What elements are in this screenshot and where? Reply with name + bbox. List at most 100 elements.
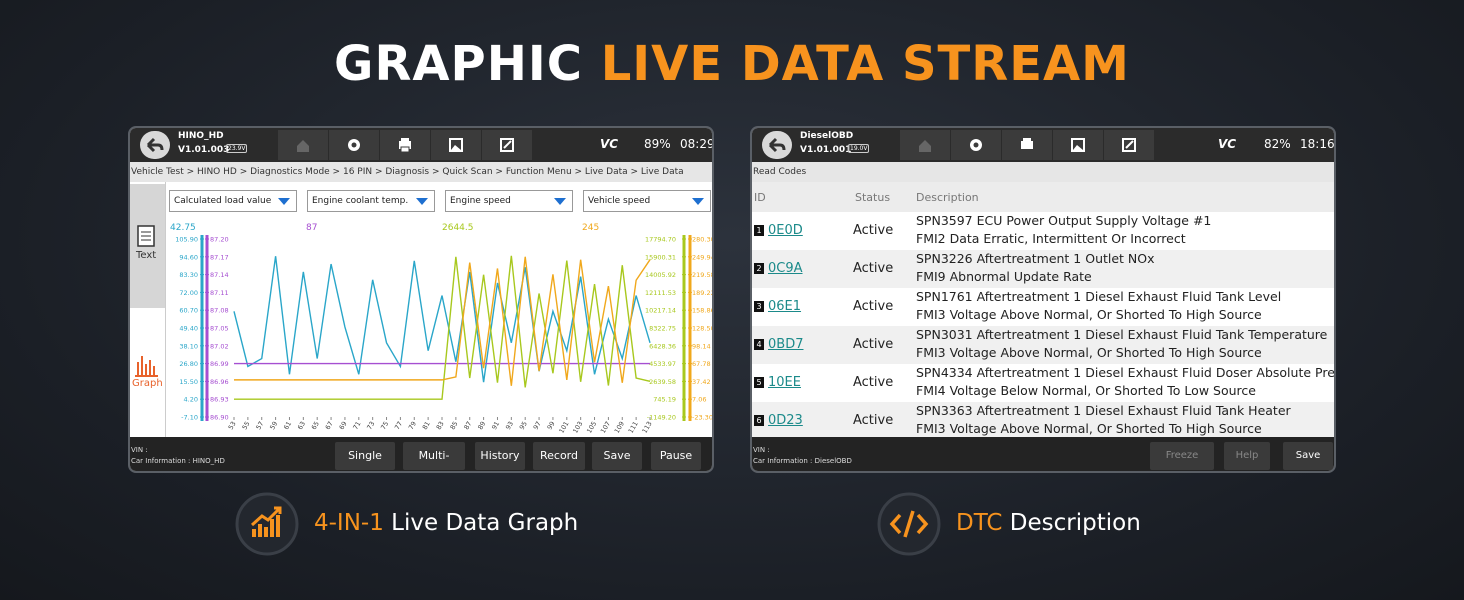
y-tick-label: 26.80 xyxy=(179,360,198,368)
dtc-row: 6 0D23 Active SPN3363 Aftertreatment 1 Dies… xyxy=(752,402,1334,437)
dtc-row: 2 0C9A Active SPN3226 Aftertreatment 1 Outl… xyxy=(752,250,1334,288)
y-tick-label: 2639.58 xyxy=(649,378,676,386)
x-tick-label: 95 xyxy=(518,420,529,431)
x-tick-label: 113 xyxy=(641,420,654,435)
image-icon[interactable] xyxy=(1053,130,1104,160)
button[interactable]: Record xyxy=(533,442,585,470)
live-graph: 42.75 105.90 94.60 83.30 72.00 60.70 49.40 38.1… xyxy=(170,223,714,435)
y-tick-label: 7.06 xyxy=(692,396,706,404)
caption-highlight: DTC xyxy=(956,510,1003,536)
current-value: 42.75 xyxy=(170,223,196,233)
x-tick-label: 105 xyxy=(585,420,598,435)
y-tick-label: 67.78 xyxy=(692,360,711,368)
vci-logo: VC xyxy=(1218,137,1237,151)
dropdown[interactable]: Calculated load value xyxy=(169,190,297,212)
home-icon[interactable] xyxy=(278,130,329,160)
dtc-code[interactable]: 0BD7 xyxy=(768,337,804,352)
bottom-bar: VIN : Car Information : HINO_HD Single g… xyxy=(130,437,712,471)
image-icon[interactable] xyxy=(431,130,482,160)
row-index: 6 xyxy=(754,415,764,426)
y-tick-label: 86.90 xyxy=(210,414,229,422)
dtc-description: SPN3597 ECU Power Output Supply Voltage … xyxy=(916,213,1212,228)
edit-icon[interactable] xyxy=(482,130,533,160)
y-tick-label: 17794.70 xyxy=(645,236,676,244)
y-tick-label: 8322.75 xyxy=(649,325,676,333)
button[interactable]: Multi-graphs xyxy=(403,442,465,470)
y-tick-label: 87.17 xyxy=(210,253,229,261)
y-tick-label: 87.20 xyxy=(210,236,229,244)
dropdown[interactable]: Engine speed xyxy=(445,190,573,212)
app-name: DieselOBD xyxy=(800,131,854,141)
x-tick-label: 67 xyxy=(324,420,335,431)
button[interactable]: History xyxy=(475,442,525,470)
headline-orange: LIVE DATA STREAM xyxy=(600,36,1130,92)
settings-icon[interactable] xyxy=(329,130,380,160)
x-tick-label: 65 xyxy=(310,420,321,431)
dropdown[interactable]: Vehicle speed xyxy=(583,190,711,212)
text-tab[interactable]: Text xyxy=(130,184,165,308)
edit-icon[interactable] xyxy=(1104,130,1155,160)
dtc-description: SPN3226 Aftertreatment 1 Outlet NOx xyxy=(916,251,1155,266)
x-tick-label: 91 xyxy=(490,420,501,431)
button[interactable]: Pause xyxy=(651,442,701,470)
x-tick-label: 109 xyxy=(613,420,626,435)
print-icon[interactable] xyxy=(1002,130,1053,160)
y-tick-label: 10217.14 xyxy=(645,307,676,315)
data-line xyxy=(233,256,651,383)
caption-highlight: 4-IN-1 xyxy=(314,510,384,536)
x-tick-label: 61 xyxy=(282,420,293,431)
table-header: ID Status Description xyxy=(752,182,1334,212)
y-tick-label: 86.93 xyxy=(210,396,229,404)
button[interactable]: Save xyxy=(1283,442,1333,470)
y-tick-label: 4533.97 xyxy=(649,360,676,368)
data-line xyxy=(234,255,651,400)
x-tick-label: 81 xyxy=(421,420,432,431)
x-tick-label: 79 xyxy=(407,420,418,431)
y-tick-label: 87.08 xyxy=(210,307,229,315)
back-button[interactable] xyxy=(140,131,170,159)
y-tick-label: 15900.31 xyxy=(645,253,676,261)
button[interactable]: Single graph xyxy=(335,442,395,470)
x-tick-label: 83 xyxy=(435,420,446,431)
row-index: 2 xyxy=(754,263,764,274)
dtc-code[interactable]: 10EE xyxy=(768,375,801,390)
vin: VIN : xyxy=(753,446,770,454)
y-tick-label: 94.60 xyxy=(179,253,198,261)
caption: 4-IN-1 Live Data Graph xyxy=(314,510,578,536)
button[interactable]: Save xyxy=(592,442,642,470)
dropdown[interactable]: Engine coolant temp. xyxy=(307,190,435,212)
live-data-screen: HINO_HD V1.01.003 23.9V VC 89% 08:29 Veh… xyxy=(128,126,714,473)
back-button[interactable] xyxy=(762,131,792,159)
dtc-status: Active xyxy=(853,413,894,428)
dtc-code[interactable]: 06E1 xyxy=(768,299,802,314)
y-tick-label: 14005.92 xyxy=(645,271,676,279)
dtc-code[interactable]: 0C9A xyxy=(768,261,803,276)
caption-text: Live Data Graph xyxy=(391,510,579,536)
y-tick-label: 49.40 xyxy=(179,325,198,333)
row-index: 4 xyxy=(754,339,764,350)
row-index: 1 xyxy=(754,225,764,236)
x-tick-label: 89 xyxy=(476,420,487,431)
row-index: 5 xyxy=(754,377,764,388)
settings-icon[interactable] xyxy=(951,130,1002,160)
battery-voltage: 19.0V xyxy=(848,144,870,153)
graph-tab[interactable]: Graph xyxy=(130,308,165,437)
row-index: 3 xyxy=(754,301,764,312)
x-tick-label: 85 xyxy=(449,420,460,431)
print-icon[interactable] xyxy=(380,130,431,160)
y-tick-label: -23.30 xyxy=(692,414,713,422)
y-tick-label: 98.14 xyxy=(692,342,711,350)
home-icon[interactable] xyxy=(900,130,951,160)
dtc-fmi: FMI4 Voltage Below Normal, Or Shorted To… xyxy=(916,383,1256,398)
dtc-code[interactable]: 0D23 xyxy=(768,413,803,428)
x-tick-label: 59 xyxy=(268,420,279,431)
button[interactable]: Freeze Frame xyxy=(1150,442,1214,470)
x-tick-label: 97 xyxy=(532,420,543,431)
dtc-code[interactable]: 0E0D xyxy=(768,223,803,238)
dtc-description: SPN3363 Aftertreatment 1 Diesel Exhaust … xyxy=(916,403,1291,418)
button[interactable]: Help xyxy=(1224,442,1270,470)
y-tick-label: 189.22 xyxy=(692,289,714,297)
dtc-status: Active xyxy=(853,299,894,314)
column-header: ID xyxy=(754,191,766,204)
x-tick-label: 103 xyxy=(571,420,584,435)
